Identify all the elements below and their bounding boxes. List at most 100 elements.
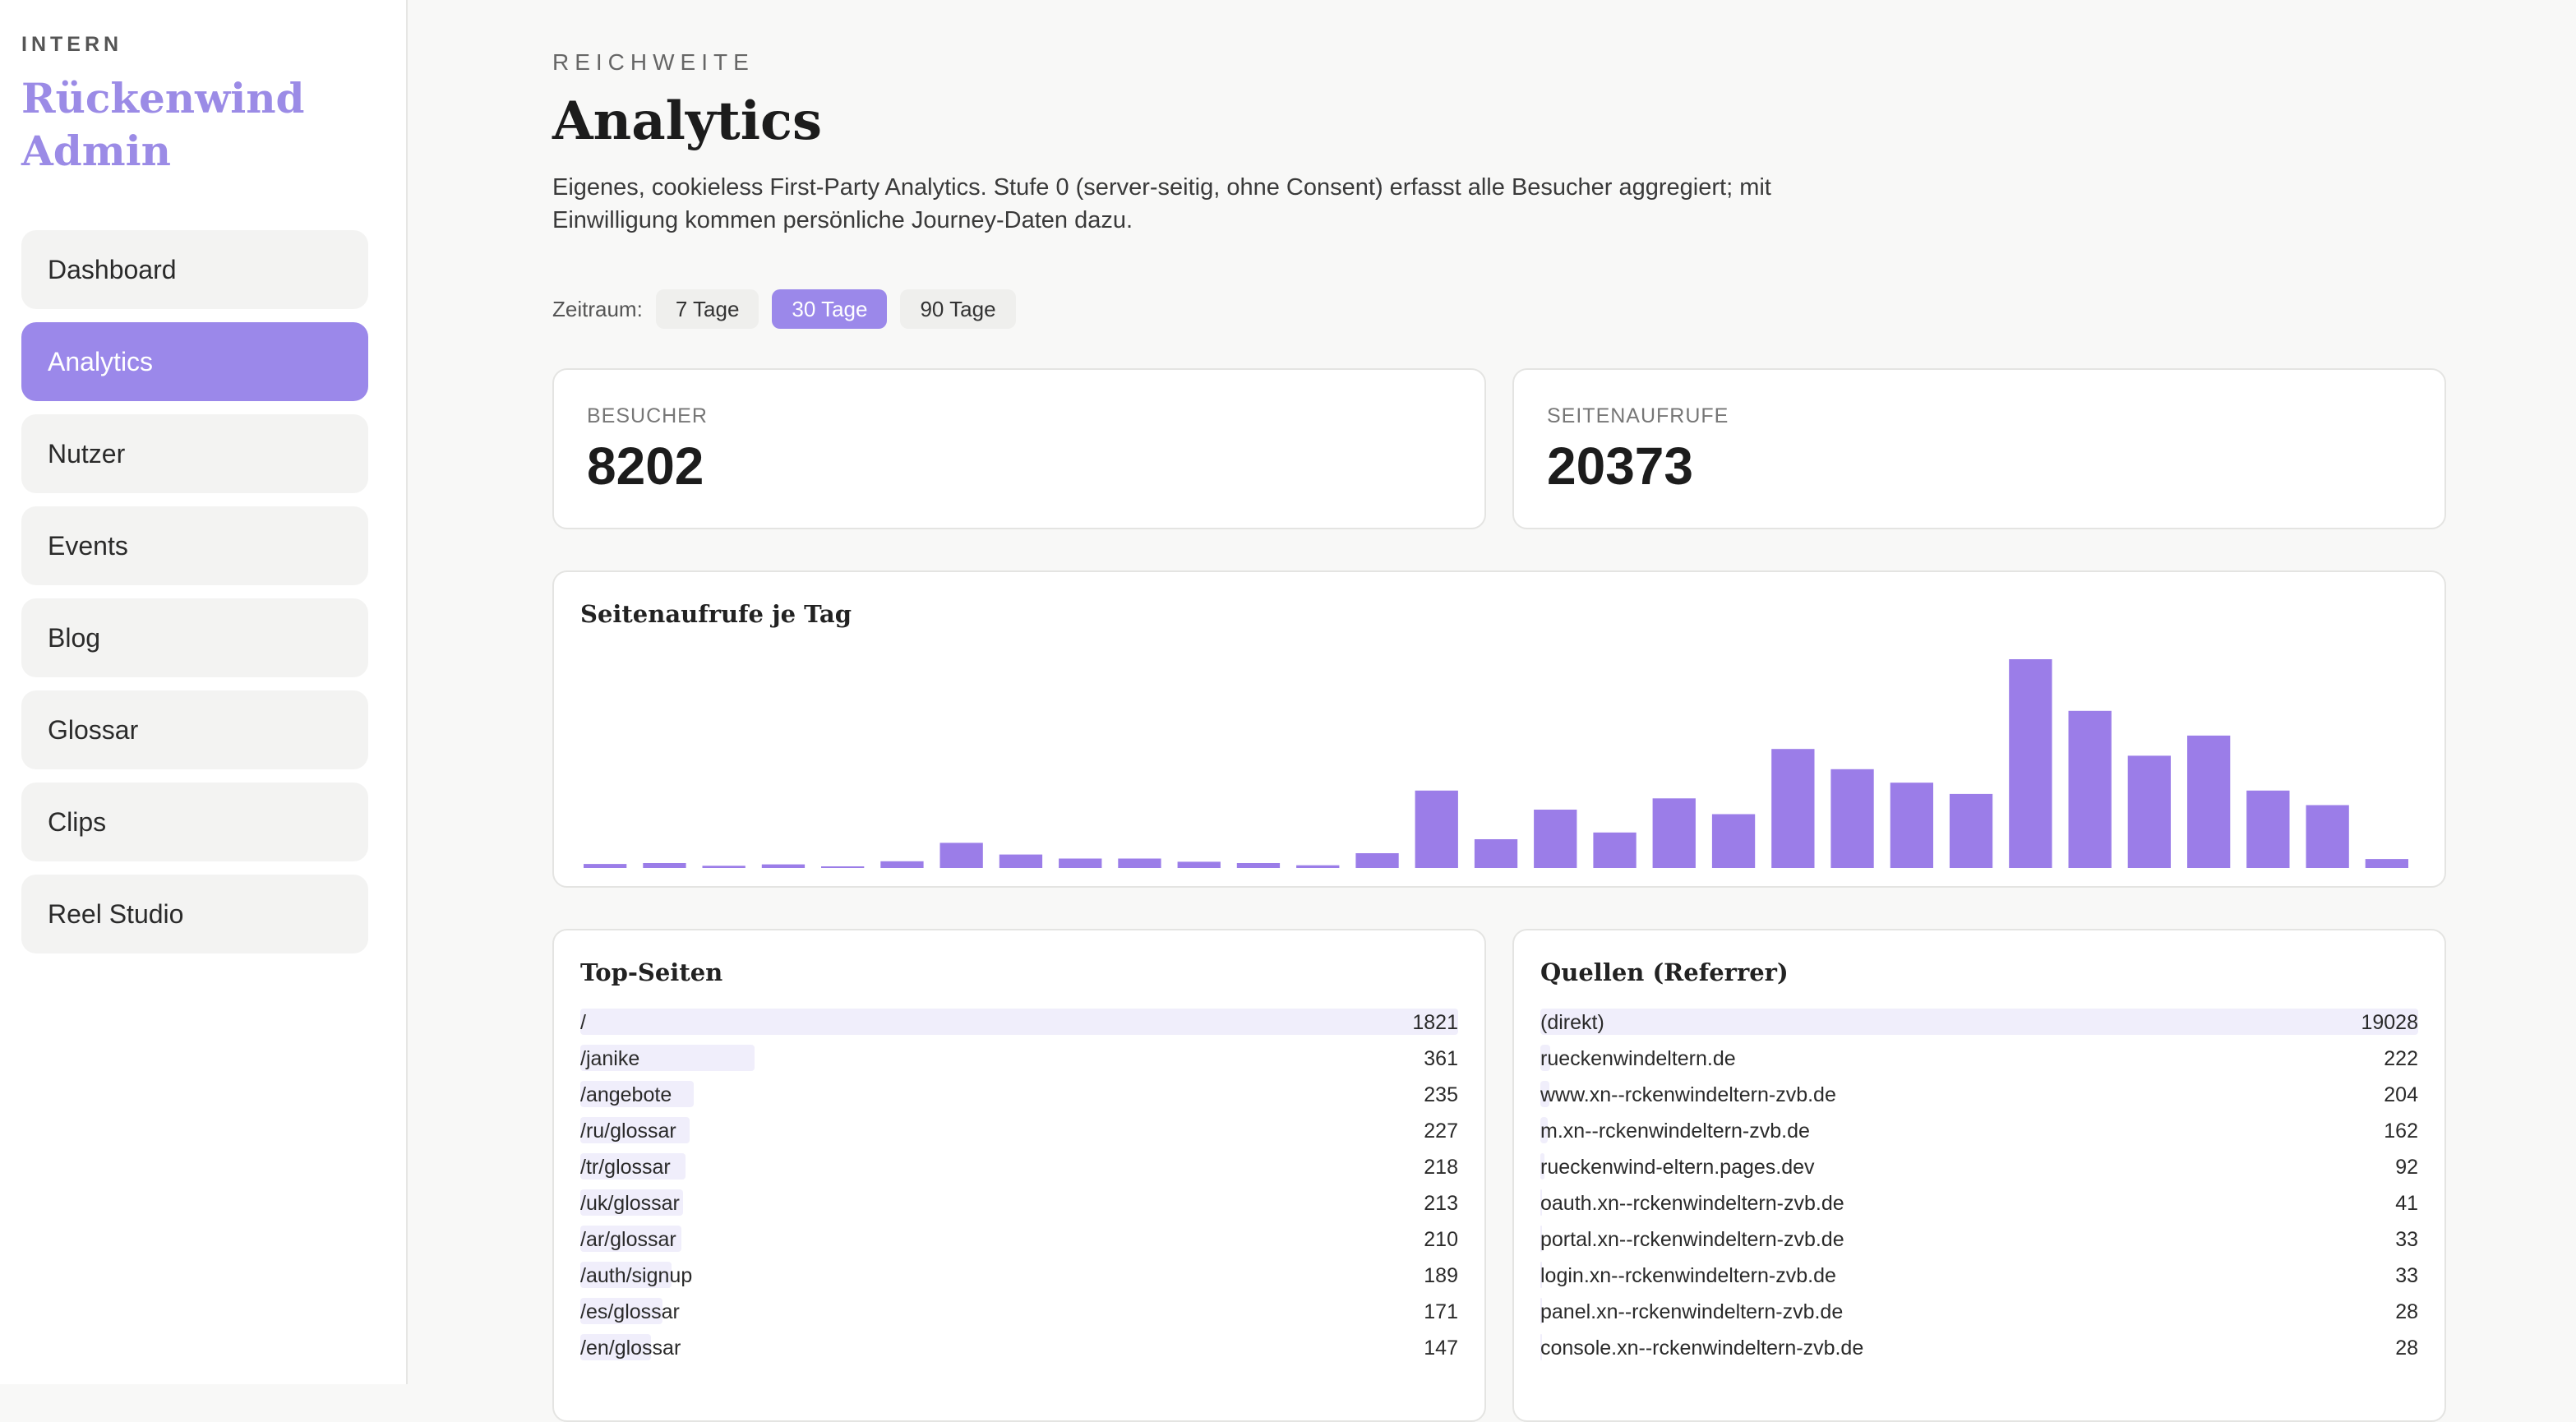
top-page-label: /ru/glossar xyxy=(580,1119,676,1143)
chart-bar xyxy=(999,854,1043,868)
top-page-share-bar xyxy=(580,1081,694,1107)
chart-bar xyxy=(2365,859,2408,868)
top-page-share-bar xyxy=(580,1009,1458,1035)
top-pages-card: Top-Seiten / 1821/janike 361/angebote 235/r… xyxy=(552,929,1486,1422)
referrer-count: 33 xyxy=(2395,1227,2418,1251)
chart-bar xyxy=(821,866,865,868)
sidebar-item-glossar[interactable]: Glossar xyxy=(21,690,368,769)
sidebar-item-label: Clips xyxy=(48,806,107,837)
chart-bar xyxy=(2068,710,2112,868)
sidebar-item-label: Dashboard xyxy=(48,254,177,284)
chart-bar xyxy=(1534,810,1577,868)
chart-bar xyxy=(643,863,686,868)
referrer-share-bar xyxy=(1540,1189,1543,1216)
chart-bar xyxy=(1059,858,1102,868)
top-page-share-bar xyxy=(580,1262,672,1288)
chart-bar xyxy=(1652,798,1696,868)
sidebar-item-dashboard[interactable]: Dashboard xyxy=(21,230,368,309)
top-page-label: /en/glossar xyxy=(580,1336,681,1360)
top-page-label: /uk/glossar xyxy=(580,1191,680,1215)
chart-bar xyxy=(761,864,806,868)
app-title-line1: Rückenwind xyxy=(21,74,305,122)
chart-bar xyxy=(2127,755,2171,868)
referrer-label: portal.xn--rckenwindeltern-zvb.de xyxy=(1540,1227,1844,1251)
sidebar-item-label: Reel Studio xyxy=(48,898,184,929)
page-description: Eigenes, cookieless First-Party Analytic… xyxy=(552,174,1771,233)
top-page-label: /janike xyxy=(580,1046,640,1070)
top-page-count: 147 xyxy=(1424,1336,1458,1360)
sidebar-item-nutzer[interactable]: Nutzer xyxy=(21,414,368,493)
referrer-row: www.xn--rckenwindeltern-zvb.de 204 xyxy=(1540,1077,2418,1113)
sidebar-nav: Dashboard Analytics Nutzer Events Blog G… xyxy=(21,230,368,967)
referrer-row: m.xn--rckenwindeltern-zvb.de 162 xyxy=(1540,1113,2418,1149)
top-page-share-bar xyxy=(580,1117,690,1143)
top-page-row: / 1821 xyxy=(580,1004,1458,1041)
pageviews-value: 20373 xyxy=(1547,436,1693,496)
top-page-count: 210 xyxy=(1424,1227,1458,1251)
sidebar-item-events[interactable]: Events xyxy=(21,506,368,585)
top-page-label: /ar/glossar xyxy=(580,1227,676,1251)
top-page-label: /angebote xyxy=(580,1083,672,1106)
referrer-share-bar xyxy=(1540,1334,1542,1360)
referrer-row: console.xn--rckenwindeltern-zvb.de 28 xyxy=(1540,1330,2418,1366)
referrer-share-bar xyxy=(1540,1009,2418,1035)
top-page-share-bar xyxy=(580,1334,652,1360)
referrer-share-bar xyxy=(1540,1081,1550,1107)
app-title: Rückenwind Admin xyxy=(21,72,367,178)
top-page-count: 1821 xyxy=(1412,1010,1458,1034)
sidebar-item-clips[interactable]: Clips xyxy=(21,783,368,861)
referrer-count: 19028 xyxy=(2361,1010,2418,1034)
range-7-days-button[interactable]: 7 Tage xyxy=(655,289,759,329)
top-page-share-bar xyxy=(580,1045,755,1071)
top-page-label: / xyxy=(580,1010,586,1034)
chart-bar xyxy=(1355,853,1399,868)
top-page-count: 189 xyxy=(1424,1263,1458,1287)
sidebar-item-label: Blog xyxy=(48,622,101,653)
referrer-count: 222 xyxy=(2384,1046,2418,1070)
top-page-label: /es/glossar xyxy=(580,1300,680,1323)
referrer-label: rueckenwindeltern.de xyxy=(1540,1046,1736,1070)
pageviews-chart-card: Seitenaufrufe je Tag xyxy=(552,570,2446,888)
referrer-share-bar xyxy=(1540,1262,1542,1288)
range-30-days-button[interactable]: 30 Tage xyxy=(772,289,888,329)
top-page-count: 235 xyxy=(1424,1083,1458,1106)
referrer-label: login.xn--rckenwindeltern-zvb.de xyxy=(1540,1263,1836,1287)
sidebar-item-label: Analytics xyxy=(48,346,154,376)
referrer-row: (direkt) 19028 xyxy=(1540,1004,2418,1041)
sidebar-item-label: Nutzer xyxy=(48,438,126,469)
top-page-count: 218 xyxy=(1424,1155,1458,1179)
sidebar-item-label: Glossar xyxy=(48,714,139,745)
top-page-row: /auth/signup 189 xyxy=(580,1258,1458,1294)
range-90-days-button[interactable]: 90 Tage xyxy=(900,289,1016,329)
sidebar-item-blog[interactable]: Blog xyxy=(21,598,368,677)
referrer-label: console.xn--rckenwindeltern-zvb.de xyxy=(1540,1336,1864,1360)
chart-bar xyxy=(1236,863,1281,868)
referrer-count: 28 xyxy=(2395,1336,2418,1360)
pageviews-card: SEITENAUFRUFE 20373 xyxy=(1512,368,2446,529)
chart-bar xyxy=(939,843,983,868)
chart-bar xyxy=(584,864,627,868)
page-title: Analytics xyxy=(552,90,823,152)
chart-bar xyxy=(1415,790,1458,868)
referrer-count: 204 xyxy=(2384,1083,2418,1106)
top-page-row: /ru/glossar 227 xyxy=(580,1113,1458,1149)
top-page-count: 171 xyxy=(1424,1300,1458,1323)
top-page-label: /tr/glossar xyxy=(580,1155,671,1179)
chart-bar xyxy=(1949,793,1993,868)
top-page-row: /ar/glossar 210 xyxy=(580,1221,1458,1258)
top-page-count: 213 xyxy=(1424,1191,1458,1215)
pageviews-bar-chart xyxy=(584,659,2408,868)
pageviews-label: SEITENAUFRUFE xyxy=(1547,404,1729,427)
chart-bar xyxy=(2246,790,2290,868)
referrers-title: Quellen (Referrer) xyxy=(1540,958,1789,986)
referrer-count: 28 xyxy=(2395,1300,2418,1323)
sidebar-item-reel-studio[interactable]: Reel Studio xyxy=(21,875,368,953)
referrer-row: portal.xn--rckenwindeltern-zvb.de 33 xyxy=(1540,1221,2418,1258)
visitors-label: BESUCHER xyxy=(587,404,708,427)
top-page-row: /en/glossar 147 xyxy=(580,1330,1458,1366)
referrer-label: panel.xn--rckenwindeltern-zvb.de xyxy=(1540,1300,1844,1323)
top-page-row: /es/glossar 171 xyxy=(580,1294,1458,1330)
referrer-label: (direkt) xyxy=(1540,1010,1604,1034)
sidebar-item-label: Events xyxy=(48,530,128,561)
sidebar-item-analytics[interactable]: Analytics xyxy=(21,322,368,401)
